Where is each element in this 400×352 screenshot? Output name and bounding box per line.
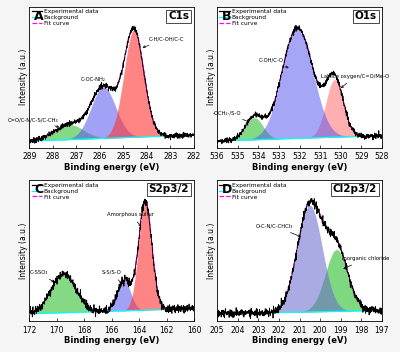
Legend: Experimental data, Background, Fit curve: Experimental data, Background, Fit curve xyxy=(219,9,287,27)
Text: C1s: C1s xyxy=(168,11,189,21)
Text: S-S/S-O: S-S/S-O xyxy=(102,270,122,284)
X-axis label: Binding energy (eV): Binding energy (eV) xyxy=(64,163,159,172)
Y-axis label: Intensity (a.u.): Intensity (a.u.) xyxy=(19,49,28,106)
Y-axis label: Intensity (a.u.): Intensity (a.u.) xyxy=(207,222,216,279)
Text: S2p3/2: S2p3/2 xyxy=(148,184,189,194)
Text: C: C xyxy=(34,183,43,196)
X-axis label: Binding energy (eV): Binding energy (eV) xyxy=(252,336,347,345)
Legend: Experimental data, Background, Fit curve: Experimental data, Background, Fit curve xyxy=(31,182,99,200)
Text: D: D xyxy=(222,183,232,196)
Text: O-C-N/C-CHCl₃: O-C-N/C-CHCl₃ xyxy=(256,224,300,237)
Y-axis label: Intensity (a.u.): Intensity (a.u.) xyxy=(19,222,28,279)
X-axis label: Binding energy (eV): Binding energy (eV) xyxy=(64,336,159,345)
Text: B: B xyxy=(222,10,232,23)
X-axis label: Binding energy (eV): Binding energy (eV) xyxy=(252,163,347,172)
Text: Lattice oxygen/C=O/Me-O: Lattice oxygen/C=O/Me-O xyxy=(321,74,389,88)
Text: -OCH₂-/S-O: -OCH₂-/S-O xyxy=(213,111,249,122)
Text: C-OH/C-O: C-OH/C-O xyxy=(258,57,288,68)
Text: C-SSO₃: C-SSO₃ xyxy=(30,270,54,282)
Y-axis label: Intensity (a.u.): Intensity (a.u.) xyxy=(207,49,216,106)
Text: Cl2p3/2: Cl2p3/2 xyxy=(333,184,377,194)
Text: A: A xyxy=(34,10,44,23)
Text: C-H/C-OH/C-C: C-H/C-OH/C-C xyxy=(143,37,185,48)
Text: C-OC-NH₂: C-OC-NH₂ xyxy=(80,77,105,89)
Legend: Experimental data, Background, Fit curve: Experimental data, Background, Fit curve xyxy=(31,9,99,27)
Text: O1s: O1s xyxy=(355,11,377,21)
Legend: Experimental data, Background, Fit curve: Experimental data, Background, Fit curve xyxy=(219,182,287,200)
Text: C=O/C-N/C-S/C-CH₃: C=O/C-N/C-S/C-CH₃ xyxy=(8,118,59,127)
Text: Amorphous sulfur: Amorphous sulfur xyxy=(107,212,154,226)
Text: Inorganic chloride: Inorganic chloride xyxy=(342,256,389,269)
